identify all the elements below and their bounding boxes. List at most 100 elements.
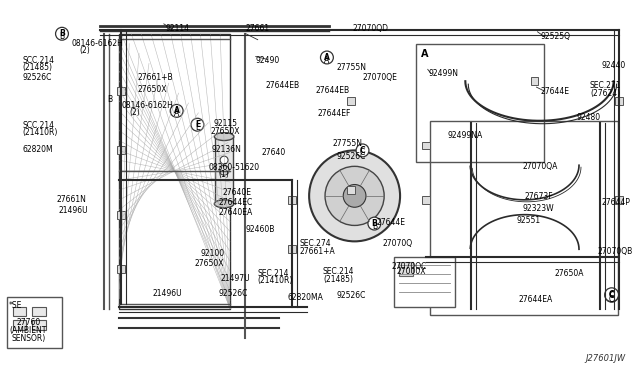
Text: C: C [360,148,365,157]
Text: 27673F: 27673F [525,192,553,201]
Bar [289,245,296,253]
Bar [531,77,538,85]
Text: A: A [174,109,179,118]
Text: 27661: 27661 [246,24,270,33]
Text: 27644EC: 27644EC [218,198,252,207]
Text: (21485): (21485) [22,63,52,73]
Text: E: E [195,120,200,129]
Text: E: E [195,123,200,132]
Bar [33,320,46,330]
Text: 92526C: 92526C [218,289,248,298]
Text: 27755N: 27755N [333,138,363,148]
Text: B: B [59,29,65,38]
Text: (21485): (21485) [323,275,353,284]
Text: 27644EF: 27644EF [317,109,351,118]
Text: 92114: 92114 [166,24,190,33]
Circle shape [605,288,618,302]
Circle shape [605,289,618,302]
Text: 27644EB: 27644EB [266,81,300,90]
Text: C: C [360,146,365,155]
Bar [117,211,125,219]
Text: 27640E: 27640E [222,188,251,197]
Text: 27644E: 27644E [540,87,570,96]
Text: 27644E: 27644E [376,218,405,227]
Text: 92526C: 92526C [22,73,52,82]
Text: SENSOR): SENSOR) [12,334,45,343]
Text: 92526C: 92526C [337,291,366,300]
Text: SCC.214: SCC.214 [22,121,54,130]
Text: 21497U: 21497U [220,274,250,283]
Text: SEC.271: SEC.271 [590,81,621,90]
Bar [117,265,125,273]
Text: 27760: 27760 [16,318,40,327]
Bar [399,262,413,276]
Text: 92115: 92115 [213,119,237,128]
Text: 92525Q: 92525Q [540,32,570,41]
Text: 27661+A: 27661+A [300,247,335,256]
Bar [347,186,355,194]
Bar [13,307,26,317]
Text: 27644P: 27644P [602,198,630,207]
Bar [422,141,429,150]
Text: (21410R): (21410R) [258,276,293,285]
Text: 08360-51620: 08360-51620 [208,163,259,172]
Circle shape [219,165,229,175]
Text: 27650X: 27650X [195,259,224,268]
Bar [614,97,623,105]
Text: SEC.274: SEC.274 [300,240,331,248]
Circle shape [170,105,183,117]
Text: 27644EA: 27644EA [518,295,553,304]
Text: (21410R): (21410R) [22,128,58,137]
Text: 62820MA: 62820MA [287,293,323,302]
Text: 27000X: 27000X [396,267,426,276]
Text: 92460B: 92460B [246,225,275,234]
Bar [394,257,456,307]
Bar [289,196,296,204]
Bar [117,87,125,95]
Text: 92490: 92490 [256,57,280,65]
Circle shape [321,51,333,64]
Bar [117,147,125,154]
Text: 27070Q: 27070Q [382,240,412,248]
Text: 27650X: 27650X [211,127,240,136]
Text: 27640EA: 27640EA [218,208,252,217]
Circle shape [56,27,68,40]
Text: 08146-6162H: 08146-6162H [122,101,173,110]
Circle shape [368,217,381,230]
Text: A: A [173,106,180,115]
Bar [6,297,62,348]
Text: C: C [609,291,614,300]
Text: 92551: 92551 [516,216,541,225]
Text: (27624): (27624) [590,89,620,98]
Bar [422,196,429,204]
Text: (2): (2) [129,108,140,117]
Text: 27661N: 27661N [56,195,86,204]
Text: 92499NA: 92499NA [447,131,483,140]
Text: 27070QE: 27070QE [362,73,397,82]
Ellipse shape [214,132,234,141]
Text: 92100: 92100 [200,249,225,258]
Text: 92323W: 92323W [523,204,554,213]
Text: 27070QA: 27070QA [523,162,558,171]
Bar [33,307,46,317]
Text: A: A [324,55,330,64]
Text: 92526C: 92526C [337,153,366,161]
Text: 92440: 92440 [602,61,626,70]
Text: 08146-6162H: 08146-6162H [72,39,124,48]
Text: (AMBIENT: (AMBIENT [10,326,47,336]
Text: SCC.214: SCC.214 [22,57,54,65]
Text: 21496U: 21496U [153,289,182,298]
Text: 27070QB: 27070QB [598,247,633,256]
Text: 27640: 27640 [262,148,286,157]
Text: 92136N: 92136N [211,145,241,154]
Bar [215,137,233,204]
Text: 27650X: 27650X [137,85,166,94]
Bar [614,196,623,204]
Text: J27601JW: J27601JW [586,354,625,363]
Text: B: B [107,95,112,104]
Text: 27661+B: 27661+B [137,73,173,82]
Circle shape [191,118,204,131]
Text: SEC.214: SEC.214 [258,269,289,278]
Circle shape [343,185,366,207]
Bar [416,44,545,162]
